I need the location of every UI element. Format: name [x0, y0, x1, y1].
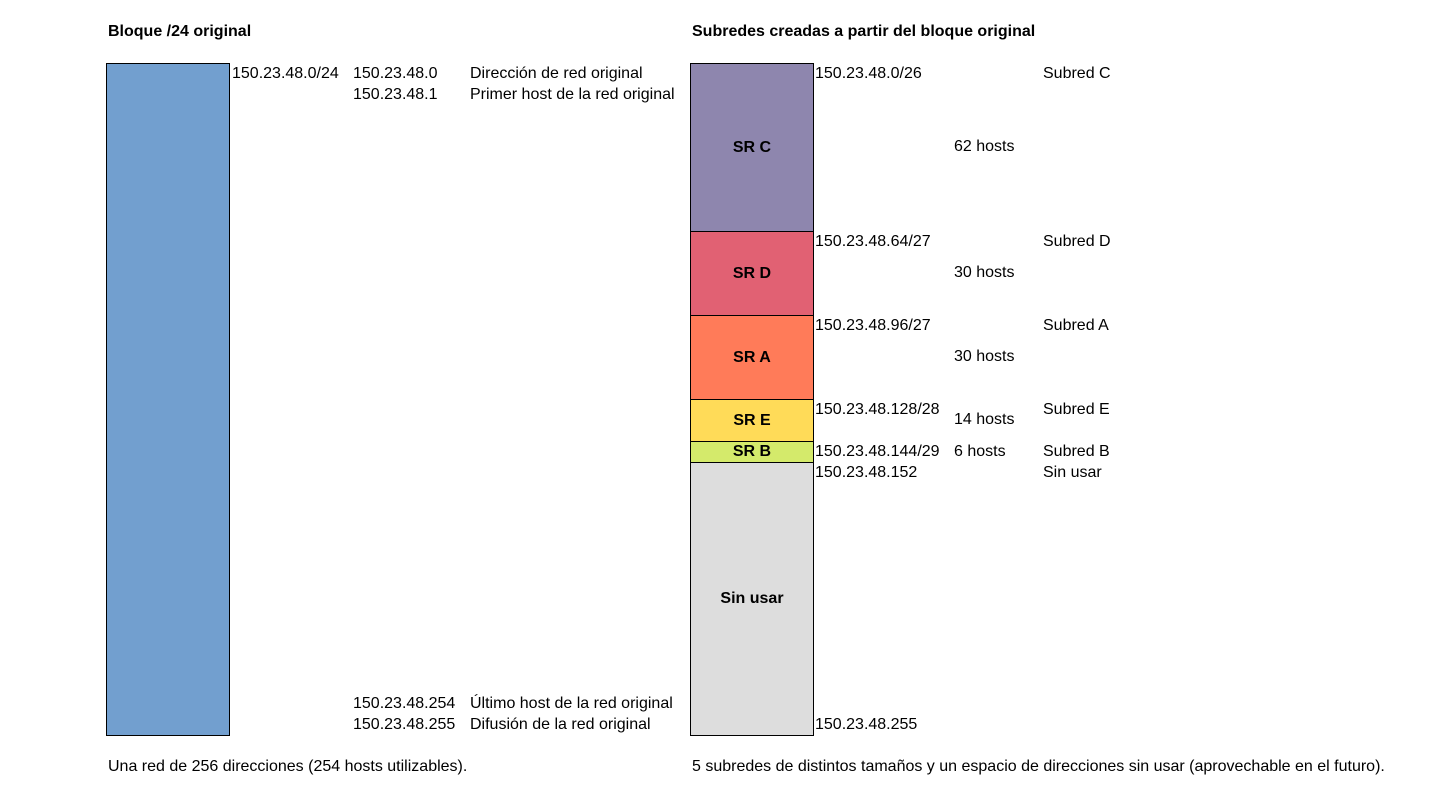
unused-end-address: 150.23.48.255	[815, 716, 918, 733]
subnet-b-network: 150.23.48.144/29	[815, 443, 940, 460]
broadcast-address: 150.23.48.255	[353, 716, 456, 733]
right-footer: 5 subredes de distintos tamaños y un esp…	[692, 758, 1385, 775]
subnet-a-label: SR A	[733, 348, 771, 366]
first-host-label: Primer host de la red original	[470, 86, 675, 103]
first-host-address: 150.23.48.1	[353, 86, 438, 103]
subnet-c-network: 150.23.48.0/26	[815, 65, 922, 82]
subnet-block-d: SR D	[690, 231, 814, 316]
unused-block: Sin usar	[690, 462, 814, 736]
subnet-b-label: SR B	[732, 443, 772, 460]
subnet-block-e: SR E	[690, 399, 814, 442]
right-title: Subredes creadas a partir del bloque ori…	[692, 23, 1036, 40]
subnet-a-hosts: 30 hosts	[954, 348, 1015, 365]
subnet-a-network: 150.23.48.96/27	[815, 317, 931, 334]
unused-start-address: 150.23.48.152	[815, 464, 918, 481]
subnet-e-label: SR E	[733, 411, 771, 429]
subnet-d-label: SR D	[732, 264, 772, 282]
unused-name: Sin usar	[1043, 464, 1102, 481]
subnet-block-b: SR B	[690, 441, 814, 463]
network-address-label: Dirección de red original	[470, 65, 643, 82]
subnet-a-name: Subred A	[1043, 317, 1109, 334]
subnet-block-c: SR C	[690, 63, 814, 232]
left-title: Bloque /24 original	[108, 23, 252, 40]
subnet-d-network: 150.23.48.64/27	[815, 233, 931, 250]
last-host-label: Último host de la red original	[470, 695, 673, 712]
network-address: 150.23.48.0	[353, 65, 438, 82]
subnet-c-label: SR C	[732, 138, 772, 156]
original-block	[106, 63, 230, 736]
left-footer: Una red de 256 direcciones (254 hosts ut…	[108, 758, 468, 775]
subnet-c-hosts: 62 hosts	[954, 138, 1015, 155]
subnet-b-hosts: 6 hosts	[954, 443, 1006, 460]
original-cidr: 150.23.48.0/24	[232, 65, 339, 82]
last-host-address: 150.23.48.254	[353, 695, 456, 712]
subnet-d-name: Subred D	[1043, 233, 1111, 250]
broadcast-label: Difusión de la red original	[470, 716, 651, 733]
subnet-b-name: Subred B	[1043, 443, 1110, 460]
subnet-e-network: 150.23.48.128/28	[815, 401, 940, 418]
subnet-block-a: SR A	[690, 315, 814, 400]
subnet-e-hosts: 14 hosts	[954, 411, 1015, 428]
unused-label: Sin usar	[720, 590, 784, 607]
subnet-e-name: Subred E	[1043, 401, 1110, 418]
subnet-d-hosts: 30 hosts	[954, 264, 1015, 281]
subnet-c-name: Subred C	[1043, 65, 1111, 82]
